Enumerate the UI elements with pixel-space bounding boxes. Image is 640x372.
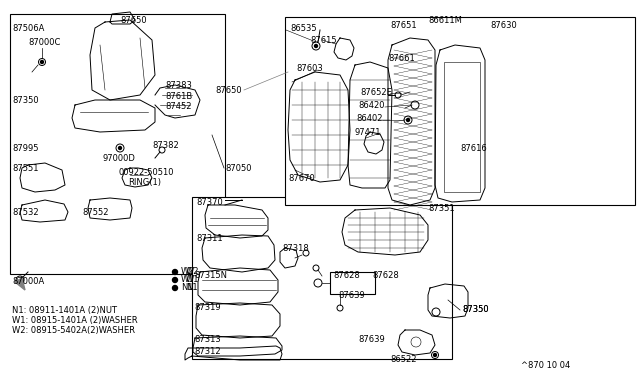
Text: W1: W1	[181, 276, 195, 285]
Text: 87532: 87532	[12, 208, 38, 217]
Text: N1: 08911-1401A (2)NUT: N1: 08911-1401A (2)NUT	[12, 305, 117, 314]
Text: 87350: 87350	[462, 305, 488, 314]
Text: 86611M: 86611M	[428, 16, 462, 25]
Text: 87000A: 87000A	[12, 278, 44, 286]
Text: 87630: 87630	[490, 20, 516, 29]
Text: 87651: 87651	[390, 20, 417, 29]
Text: W1: 08915-1401A (2)WASHER: W1: 08915-1401A (2)WASHER	[12, 315, 138, 324]
Text: 87615: 87615	[310, 35, 337, 45]
Text: 87639: 87639	[358, 336, 385, 344]
Circle shape	[433, 353, 436, 356]
Circle shape	[173, 285, 177, 291]
Text: 86402: 86402	[356, 113, 383, 122]
Text: 87652E: 87652E	[360, 87, 392, 96]
Bar	[444, 62, 480, 192]
Text: 87670: 87670	[288, 173, 315, 183]
Text: 87050: 87050	[225, 164, 252, 173]
Text: W2: W2	[186, 267, 200, 276]
Text: 87383: 87383	[165, 80, 192, 90]
Text: 87650: 87650	[215, 86, 242, 94]
Text: 87650: 87650	[120, 16, 147, 25]
Text: N1: N1	[186, 283, 198, 292]
Circle shape	[118, 147, 122, 150]
Text: W2: W2	[181, 267, 195, 276]
Text: 87639: 87639	[338, 291, 365, 299]
Text: 87628: 87628	[333, 270, 360, 279]
Text: 87311: 87311	[196, 234, 223, 243]
Text: 86522: 86522	[390, 356, 417, 365]
Polygon shape	[15, 278, 25, 290]
Text: RING(1): RING(1)	[128, 177, 161, 186]
Text: 87661: 87661	[388, 54, 415, 62]
Text: 87551: 87551	[12, 164, 38, 173]
Text: N1: N1	[181, 283, 193, 292]
Text: W2: 08915-5402A(2)WASHER: W2: 08915-5402A(2)WASHER	[12, 326, 135, 334]
Bar	[330, 272, 375, 294]
Circle shape	[173, 278, 177, 282]
Text: 87350: 87350	[12, 96, 38, 105]
Text: 87628: 87628	[372, 270, 399, 279]
Text: 97471: 97471	[355, 128, 381, 137]
Text: 97000D: 97000D	[102, 154, 135, 163]
Text: 87452: 87452	[165, 102, 191, 110]
Text: 86535: 86535	[290, 23, 317, 32]
Text: 87382: 87382	[152, 141, 179, 150]
Text: 87552: 87552	[82, 208, 109, 217]
Text: 87350: 87350	[462, 305, 488, 314]
Bar	[285, 17, 635, 205]
Text: 87319: 87319	[194, 304, 221, 312]
Text: 87506A: 87506A	[12, 23, 44, 32]
Circle shape	[406, 119, 410, 122]
Text: 87995: 87995	[12, 144, 38, 153]
Circle shape	[173, 269, 177, 275]
Text: 87000C: 87000C	[28, 38, 60, 46]
Bar	[10, 14, 225, 274]
Text: 00922-50510: 00922-50510	[118, 167, 173, 176]
Text: 87603: 87603	[296, 64, 323, 73]
Text: 87370: 87370	[196, 198, 223, 206]
Text: 86420: 86420	[358, 100, 385, 109]
Text: 87315N: 87315N	[194, 270, 227, 279]
Text: W1: W1	[186, 276, 200, 285]
Circle shape	[40, 61, 44, 64]
Text: 87616: 87616	[460, 144, 487, 153]
Text: 87318: 87318	[282, 244, 308, 253]
Text: 8761B: 8761B	[165, 92, 192, 100]
Bar	[192, 197, 452, 359]
Text: 87313: 87313	[194, 336, 221, 344]
Circle shape	[314, 45, 317, 48]
Text: 87312: 87312	[194, 347, 221, 356]
Text: ^870 10 04: ^870 10 04	[521, 360, 570, 369]
Text: 87351: 87351	[428, 203, 454, 212]
